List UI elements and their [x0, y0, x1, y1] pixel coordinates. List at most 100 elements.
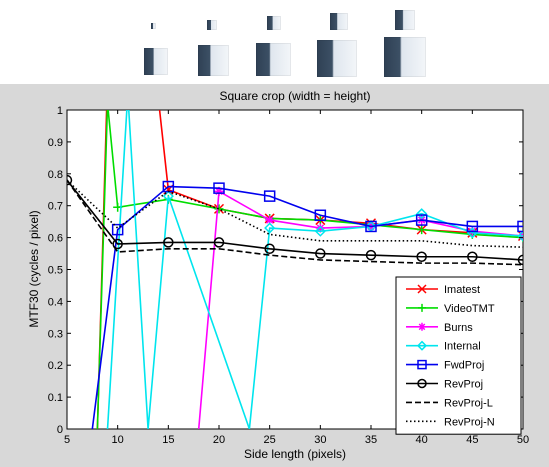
series-line: [67, 179, 523, 266]
chart-title: Square crop (width = height): [219, 89, 370, 103]
data-point: [517, 230, 523, 242]
x-tick-label: 15: [162, 434, 174, 446]
crop-thumbnail: [267, 16, 281, 30]
legend-label: RevProj-N: [444, 416, 495, 428]
data-point: [466, 220, 479, 233]
legend-entry: RevProj-L: [406, 397, 493, 409]
crop-thumbnail: [384, 37, 426, 77]
series-revproj-l: [67, 179, 523, 266]
data-point: [417, 378, 427, 389]
crop-thumbnail: [317, 40, 357, 77]
y-tick-label: 0.5: [48, 265, 63, 277]
x-tick-label: 20: [213, 434, 225, 446]
series-line: [106, 110, 523, 429]
data-point: [417, 359, 427, 370]
data-point: [213, 237, 225, 248]
x-tick-label: 35: [365, 434, 377, 446]
x-tick-label: 25: [264, 434, 276, 446]
y-tick-label: 0.7: [48, 201, 63, 213]
crop-thumbnail: [144, 48, 168, 75]
data-point: [416, 340, 428, 351]
data-point: [263, 190, 276, 202]
legend-label: RevProj-L: [444, 397, 493, 409]
legend-label: Internal: [444, 341, 481, 353]
plot-panel: Square crop (width = height) 5 10 15 20 25 30…: [0, 84, 549, 467]
data-point: [214, 186, 224, 196]
x-tick-label: 50: [517, 434, 529, 446]
y-axis-label: MTF30 (cycles / pixel): [27, 210, 41, 327]
crop-thumbnail: [207, 20, 217, 30]
axis-layer: 5 10 15 20 25 30 35 40 45 50 0 0.1 0.2 0.3 0.4 0.5 0.6 0.…: [48, 105, 529, 446]
legend-entry: Imatest: [406, 284, 480, 296]
legend-label: VideoTMT: [444, 303, 495, 315]
data-point: [315, 223, 325, 233]
legend-label: Burns: [444, 322, 473, 334]
legend-entry: RevProj-N: [406, 416, 495, 428]
data-point: [162, 190, 174, 202]
legend-entry: FwdProj: [406, 360, 484, 372]
y-tick-label: 0.6: [48, 233, 63, 245]
crop-thumbnail: [330, 13, 348, 30]
y-tick-label: 0.2: [48, 360, 63, 372]
x-tick-label: 40: [416, 434, 428, 446]
x-tick-label: 10: [112, 434, 124, 446]
data-point: [264, 243, 275, 255]
legend-label: FwdProj: [444, 360, 484, 372]
legend-entry: RevProj: [406, 379, 483, 391]
data-point: [415, 214, 428, 226]
y-tick-label: 0.1: [48, 392, 63, 404]
data-point: [112, 238, 123, 250]
y-tick-label: 0.8: [48, 169, 63, 181]
data-point: [214, 204, 224, 214]
legend-box: [395, 276, 522, 435]
crop-thumbnail: [395, 10, 415, 30]
series-fwdproj: [91, 180, 523, 429]
data-point: [67, 174, 73, 186]
data-point: [315, 248, 326, 259]
data-point: [416, 251, 427, 262]
data-point: [264, 222, 276, 234]
legend-entry: Internal: [406, 340, 481, 353]
data-point: [467, 251, 478, 262]
crop-thumbnails: [0, 0, 549, 84]
x-axis-label: Side length (pixels): [244, 447, 346, 461]
series-revproj-n: [67, 179, 523, 248]
x-tick-label: 5: [64, 434, 70, 446]
crop-thumbnail: [256, 43, 291, 76]
data-point: [213, 182, 225, 194]
series-line: [67, 179, 523, 248]
data-point: [265, 215, 275, 225]
x-tick-label: 30: [314, 434, 326, 446]
series-line: [91, 185, 523, 429]
y-tick-label: 0.4: [48, 296, 63, 308]
legend: Imatest VideoTMT Burns Internal FwdProj RevPr…: [395, 276, 522, 435]
series-line: [67, 179, 523, 261]
data-point: [517, 220, 523, 233]
legend-label: Imatest: [444, 284, 480, 296]
series-revproj: [67, 174, 523, 266]
data-point: [418, 322, 426, 331]
legend-entry: Burns: [406, 322, 473, 334]
chart: Square crop (width = height) 5 10 15 20 25 30…: [27, 89, 529, 461]
data-point: [418, 303, 426, 312]
legend-label: RevProj: [444, 379, 483, 391]
x-tick-label: 45: [466, 434, 478, 446]
data-point: [314, 225, 326, 237]
legend-entry: VideoTMT: [406, 303, 495, 315]
crop-thumbnail: [151, 23, 156, 29]
data-point: [417, 225, 427, 235]
y-tick-label: 0.9: [48, 137, 63, 149]
data-point: [163, 237, 174, 248]
data-point: [517, 254, 523, 266]
series-layer: [67, 110, 523, 429]
data-point: [365, 249, 377, 261]
crop-thumbnail: [198, 45, 229, 76]
y-tick-label: 0: [57, 424, 63, 436]
y-tick-label: 1: [57, 105, 63, 117]
data-point: [417, 284, 427, 294]
data-point: [111, 223, 124, 236]
data-point: [314, 209, 327, 222]
data-point: [365, 220, 377, 233]
data-point: [416, 208, 428, 220]
